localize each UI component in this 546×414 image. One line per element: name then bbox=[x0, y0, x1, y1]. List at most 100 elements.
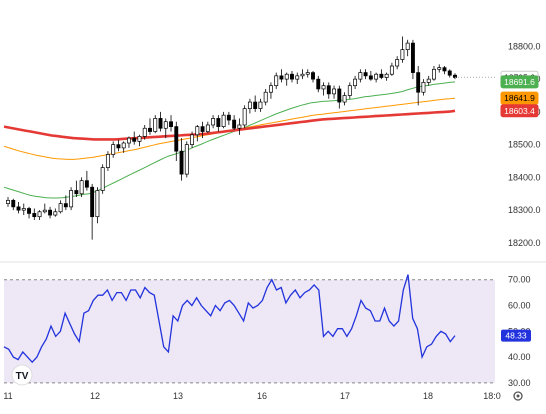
candle-body bbox=[48, 209, 53, 216]
x-tick-label: 11 bbox=[3, 391, 12, 401]
candle-body bbox=[42, 209, 47, 213]
candle-body bbox=[111, 144, 116, 155]
candle-body bbox=[127, 137, 131, 144]
candle-body bbox=[284, 73, 289, 80]
candle-body bbox=[16, 206, 21, 211]
candle-body bbox=[353, 78, 358, 87]
candle-body bbox=[363, 72, 368, 77]
candle-body bbox=[116, 144, 121, 149]
candle-body bbox=[400, 49, 405, 60]
series-ma-orange bbox=[3, 97, 456, 160]
price-tag bbox=[500, 104, 539, 118]
gear-icon[interactable] bbox=[513, 391, 523, 401]
rsi-line bbox=[3, 274, 456, 364]
y-tick-label: 18500.0 bbox=[508, 140, 541, 150]
candle-body bbox=[148, 127, 152, 132]
y-tick-label: 18800.0 bbox=[508, 41, 541, 51]
x-tick-label: 17 bbox=[340, 391, 350, 401]
candle-body bbox=[432, 68, 436, 80]
candle-body bbox=[205, 124, 210, 132]
x-tick-label: 18 bbox=[423, 391, 433, 401]
candle-body bbox=[195, 126, 200, 136]
price-tag-label: 18603.4 bbox=[504, 106, 535, 116]
candle-body bbox=[95, 190, 100, 218]
price-tag-label: 18691.6 bbox=[504, 77, 535, 87]
candle-body bbox=[416, 72, 421, 93]
candle-body bbox=[447, 70, 452, 76]
candle-body bbox=[237, 124, 242, 129]
y-tick-label: 18300.0 bbox=[508, 205, 541, 215]
candle-body bbox=[74, 190, 79, 195]
candle-body bbox=[242, 108, 247, 126]
candle-body bbox=[190, 134, 195, 145]
candle-body bbox=[253, 101, 258, 109]
series-ma-red bbox=[3, 109, 456, 141]
candle-body bbox=[169, 121, 173, 127]
candle-body bbox=[263, 91, 268, 103]
candle-body bbox=[358, 72, 363, 80]
candle-body bbox=[69, 190, 74, 208]
candle-body bbox=[63, 203, 68, 208]
price-tag-label: 18641.9 bbox=[504, 93, 535, 103]
x-tick-label: 16 bbox=[257, 391, 267, 401]
candle-body bbox=[37, 211, 42, 218]
candle-body bbox=[274, 75, 279, 87]
candle-body bbox=[300, 73, 305, 77]
candle-body bbox=[216, 118, 221, 127]
candle-body bbox=[311, 72, 315, 80]
candle-body bbox=[384, 73, 389, 78]
candle-body bbox=[426, 78, 431, 83]
candle-body bbox=[232, 119, 237, 129]
candle-body bbox=[100, 167, 105, 191]
rsi-y-tick-label: 60.00 bbox=[508, 301, 531, 311]
x-tick-label: 13 bbox=[173, 391, 183, 401]
rsi-y-tick-label: 30.00 bbox=[508, 378, 531, 388]
candle-body bbox=[84, 180, 89, 188]
candle-body bbox=[32, 213, 37, 218]
candle-body bbox=[21, 208, 26, 211]
candle-body bbox=[421, 82, 426, 93]
candle-body bbox=[200, 126, 205, 132]
candle-body bbox=[316, 78, 321, 90]
candle-body bbox=[11, 199, 16, 208]
candle-body bbox=[326, 85, 331, 95]
axis-labels: 18800.018700.018600.018500.018400.018300… bbox=[0, 41, 546, 401]
x-tick-label: 12 bbox=[90, 391, 100, 401]
candle-body bbox=[389, 65, 394, 75]
candle-body bbox=[163, 121, 168, 129]
candle-body bbox=[179, 150, 184, 175]
candle-body bbox=[290, 73, 294, 80]
candle-body bbox=[395, 59, 400, 67]
candle-body bbox=[137, 136, 142, 142]
rsi-band bbox=[4, 279, 495, 383]
candle-body bbox=[305, 72, 310, 75]
candle-body bbox=[27, 208, 31, 214]
price-tag bbox=[500, 91, 539, 105]
candle-body bbox=[295, 75, 300, 80]
candle-body bbox=[279, 75, 284, 80]
tradingview-logo: TV bbox=[11, 364, 33, 386]
y-tick-label: 18200.0 bbox=[508, 238, 541, 248]
candle-body bbox=[368, 75, 373, 80]
candle-body bbox=[258, 101, 263, 109]
candle-body bbox=[132, 137, 137, 142]
candle-body bbox=[158, 118, 163, 129]
rsi-panel bbox=[3, 274, 456, 364]
y-tick-label: 18400.0 bbox=[508, 172, 541, 182]
candle-body bbox=[221, 114, 226, 127]
price-panel bbox=[3, 36, 495, 240]
candle-body bbox=[337, 88, 342, 103]
candle-body bbox=[437, 67, 442, 70]
rsi-y-tick-label: 40.00 bbox=[508, 352, 531, 362]
candle-body bbox=[374, 73, 379, 80]
rsi-current-tag bbox=[501, 329, 531, 342]
candle-body bbox=[79, 180, 84, 195]
series-ma-green bbox=[3, 81, 456, 199]
candle-body bbox=[268, 85, 273, 93]
candle-body bbox=[332, 88, 336, 95]
candle-body bbox=[226, 114, 231, 121]
candle-body bbox=[342, 95, 347, 103]
candle-body bbox=[410, 42, 415, 73]
rsi-current-label: 48.33 bbox=[505, 331, 527, 341]
